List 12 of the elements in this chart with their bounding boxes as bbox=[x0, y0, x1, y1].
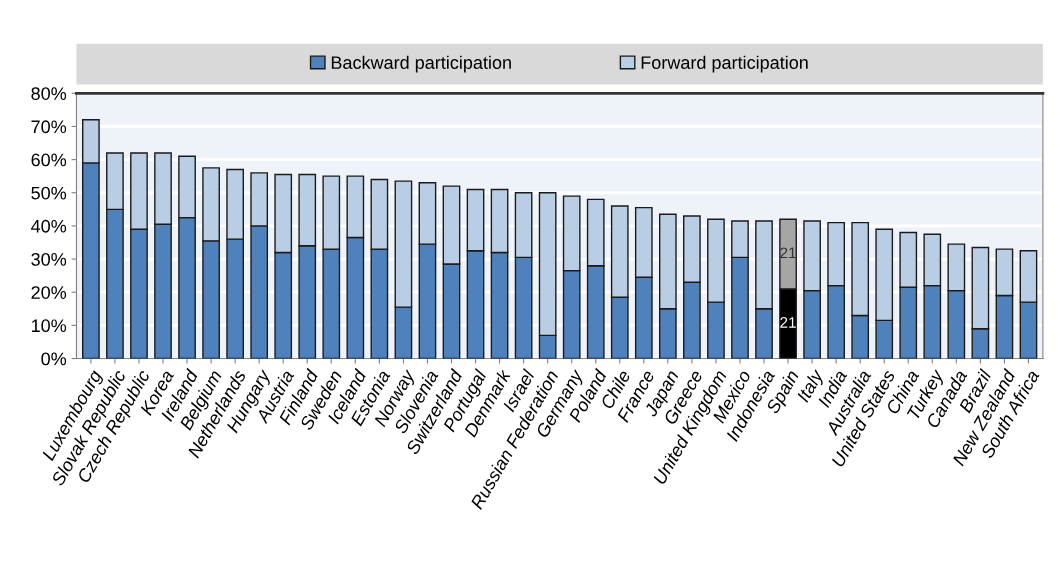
y-tick-label: 20% bbox=[31, 286, 67, 299]
y-tick-label: 10% bbox=[31, 319, 67, 333]
y-tick-label: 30% bbox=[31, 253, 67, 266]
y-tick-label: 70% bbox=[31, 120, 67, 134]
y-tick-label: 80% bbox=[31, 87, 67, 100]
legend-label: Backward participation bbox=[331, 55, 511, 73]
y-tick-label: 50% bbox=[31, 186, 67, 200]
y-tick-label: 40% bbox=[31, 219, 67, 233]
data-label: 21 bbox=[780, 317, 796, 328]
y-tick-label: 60% bbox=[31, 153, 67, 167]
legend-label: Forward participation bbox=[641, 55, 808, 73]
y-tick-label: 0% bbox=[41, 352, 67, 366]
